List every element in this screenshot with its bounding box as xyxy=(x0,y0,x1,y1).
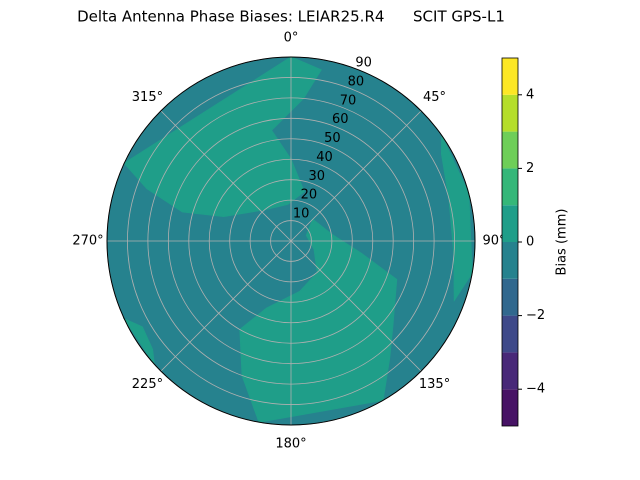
colorbar-tick-label: 2 xyxy=(526,161,534,176)
colorbar-label: Bias (mm) xyxy=(555,209,570,276)
r-tick-label: 80 xyxy=(348,74,365,89)
colorbar-tick-label: −2 xyxy=(526,308,545,323)
theta-tick-label: 315° xyxy=(132,90,163,105)
grid-spoke xyxy=(160,240,292,372)
grid-spoke xyxy=(160,110,292,242)
r-tick-label: 70 xyxy=(340,93,357,108)
theta-tick-label: 90° xyxy=(482,234,505,249)
grid-spoke xyxy=(290,110,422,242)
theta-tick-label: 225° xyxy=(132,377,163,392)
theta-tick-label: 135° xyxy=(419,377,450,392)
colorbar-band xyxy=(502,242,518,279)
r-tick-label: 40 xyxy=(316,150,333,165)
colorbar-band xyxy=(502,58,518,95)
r-tick-label: 10 xyxy=(293,207,310,222)
theta-tick-label: 0° xyxy=(284,31,299,46)
r-tick-label: 60 xyxy=(332,112,349,127)
colorbar-band xyxy=(502,131,518,169)
colorbar-tick-label: 4 xyxy=(526,87,534,102)
colorbar-tick-label: 0 xyxy=(526,235,534,250)
r-tick-label: 30 xyxy=(308,169,325,184)
theta-tick-label: 270° xyxy=(72,234,103,249)
contour-region xyxy=(239,218,398,423)
colorbar-band xyxy=(502,168,518,206)
grid-spoke xyxy=(290,240,422,372)
polar-frame xyxy=(106,56,476,426)
contour-region xyxy=(440,135,473,303)
theta-tick-label: 45° xyxy=(423,90,446,105)
theta-tick-label: 180° xyxy=(275,437,306,452)
contour-region xyxy=(122,317,155,365)
r-tick-label: 90 xyxy=(355,56,372,71)
r-tick-label: 20 xyxy=(301,188,318,203)
colorbar-band xyxy=(502,389,518,426)
colorbar-band xyxy=(502,352,518,390)
r-tick-label: 50 xyxy=(324,131,341,146)
colorbar-band xyxy=(502,205,518,242)
colorbar-tick-label: −4 xyxy=(526,382,545,397)
colorbar-band xyxy=(502,94,518,132)
chart-title: Delta Antenna Phase Biases: LEIAR25.R4 S… xyxy=(77,8,505,26)
colorbar-band xyxy=(502,278,518,316)
colorbar-band xyxy=(502,315,518,353)
